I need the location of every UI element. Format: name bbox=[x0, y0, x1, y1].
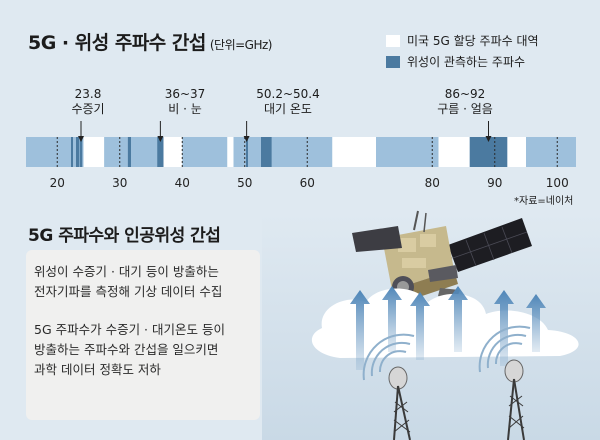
satellite-band bbox=[127, 137, 131, 167]
legend-swatch-satellite bbox=[386, 55, 400, 68]
info-box: 위성이 수증기 · 대기 등이 방출하는 전자기파를 측정해 기상 데이터 수집… bbox=[26, 250, 260, 420]
allocation-band bbox=[227, 137, 234, 167]
antenna-tower-icon bbox=[362, 333, 415, 440]
satellite-bands bbox=[71, 137, 508, 167]
allocation-band bbox=[507, 137, 526, 167]
marker-arrow bbox=[485, 136, 492, 142]
title-main: 5G · 위성 주파수 간섭 bbox=[28, 32, 206, 54]
marker-arrow bbox=[243, 136, 250, 142]
info-paragraph-1: 위성이 수증기 · 대기 등이 방출하는 전자기파를 측정해 기상 데이터 수집 bbox=[34, 262, 258, 302]
legend-swatch-5g bbox=[386, 34, 400, 47]
legend-item-satellite: 위성이 관측하는 주파수 bbox=[386, 51, 539, 72]
label-atmosphere-temp-name: 대기 온도 bbox=[264, 102, 312, 116]
info-line: 전자기파를 측정해 기상 데이터 수집 bbox=[34, 284, 223, 299]
page-title: 5G · 위성 주파수 간섭 (단위=GHz) bbox=[28, 28, 272, 55]
info-line: 5G 주파수가 수증기 · 대기온도 등이 bbox=[34, 322, 225, 337]
frequency-markers bbox=[78, 121, 492, 142]
frequency-spectrum: 20 30 40 50 60 80 90 100 bbox=[26, 121, 576, 190]
legend-label-satellite: 위성이 관측하는 주파수 bbox=[407, 55, 526, 69]
marker-arrow bbox=[157, 136, 164, 142]
marker-arrow bbox=[78, 136, 84, 142]
section-title: 5G 주파수와 인공위성 간섭 bbox=[28, 226, 221, 246]
signal-arrows bbox=[350, 286, 546, 370]
allocation-band bbox=[83, 137, 105, 167]
allocation-band bbox=[332, 137, 376, 167]
cloud-icon bbox=[311, 288, 579, 358]
label-atmosphere-temp: 50.2~50.4 대기 온도 bbox=[233, 87, 343, 117]
label-water-vapor: 23.8 수증기 bbox=[33, 87, 143, 117]
allocation-band bbox=[438, 137, 470, 167]
label-cloud-ice-freq: 86~92 bbox=[444, 87, 486, 101]
label-rain-snow-freq: 36~37 bbox=[164, 87, 206, 101]
label-cloud-ice: 86~92 구름 · 얼음 bbox=[410, 87, 520, 117]
satellite-band bbox=[157, 137, 164, 167]
title-unit: (단위=GHz) bbox=[209, 38, 273, 52]
satellite-band bbox=[79, 137, 83, 167]
allocation-band bbox=[163, 137, 183, 167]
label-rain-snow-name: 비 · 눈 bbox=[168, 102, 202, 116]
satellite-band bbox=[76, 137, 80, 167]
label-cloud-ice-name: 구름 · 얼음 bbox=[437, 102, 493, 116]
tick-label: 60 bbox=[300, 176, 315, 190]
label-rain-snow: 36~37 비 · 눈 bbox=[130, 87, 240, 117]
info-line: 방출하는 주파수와 간섭을 일으키면 bbox=[34, 342, 219, 357]
satellite-band bbox=[246, 137, 248, 167]
tick-label: 20 bbox=[50, 176, 65, 190]
info-line: 과학 데이터 정확도 저하 bbox=[34, 362, 161, 377]
legend-label-5g: 미국 5G 할당 주파수 대역 bbox=[407, 34, 539, 48]
satellite-band bbox=[71, 137, 73, 167]
tick-label: 90 bbox=[487, 176, 502, 190]
allocation-bands bbox=[83, 137, 526, 167]
tick-label: 80 bbox=[425, 176, 440, 190]
antenna-tower-icon bbox=[478, 325, 531, 440]
tick-label: 100 bbox=[546, 176, 569, 190]
info-paragraph-2: 5G 주파수가 수증기 · 대기온도 등이 방출하는 주파수와 간섭을 일으키면… bbox=[34, 320, 258, 380]
info-line: 위성이 수증기 · 대기 등이 방출하는 bbox=[34, 264, 219, 279]
satellite-band bbox=[261, 137, 272, 167]
tick-label: 50 bbox=[237, 176, 252, 190]
axis-ticks: 20 30 40 50 60 80 90 100 bbox=[50, 137, 569, 190]
tick-label: 40 bbox=[175, 176, 190, 190]
legend-item-5g: 미국 5G 할당 주파수 대역 bbox=[386, 30, 539, 51]
label-water-vapor-name: 수증기 bbox=[71, 102, 105, 116]
legend: 미국 5G 할당 주파수 대역 위성이 관측하는 주파수 bbox=[386, 30, 539, 72]
source-note: *자료=네이처 bbox=[514, 196, 574, 207]
tick-label: 30 bbox=[112, 176, 127, 190]
label-atmosphere-temp-freq: 50.2~50.4 bbox=[256, 87, 320, 101]
label-water-vapor-freq: 23.8 bbox=[74, 87, 102, 101]
